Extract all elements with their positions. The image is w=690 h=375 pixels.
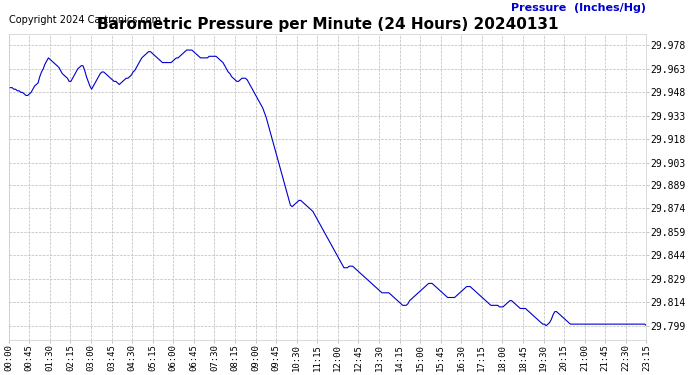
Text: Pressure  (Inches/Hg): Pressure (Inches/Hg) (511, 3, 647, 13)
Text: Copyright 2024 Cartronics.com: Copyright 2024 Cartronics.com (9, 15, 161, 25)
Title: Barometric Pressure per Minute (24 Hours) 20240131: Barometric Pressure per Minute (24 Hours… (97, 17, 558, 32)
